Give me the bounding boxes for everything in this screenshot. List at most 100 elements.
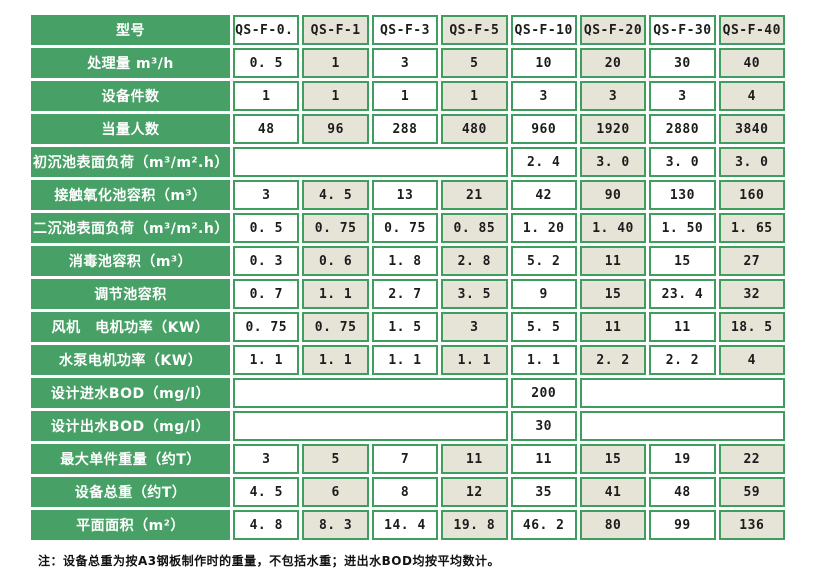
row-label: 平面面积（m²） [31, 510, 231, 540]
model-header-cell: QS-F-10 [510, 15, 577, 45]
row-label: 设备件数 [31, 81, 231, 111]
table-cell: 2. 4 [510, 147, 577, 177]
row-label: 二沉池表面负荷（m³/m².h） [31, 213, 231, 243]
table-cell: 5. 5 [510, 312, 577, 342]
table-cell: 0. 85 [441, 213, 508, 243]
table-cell: 0. 6 [302, 246, 369, 276]
table-cell: 0. 75 [302, 213, 369, 243]
row-label: 当量人数 [31, 114, 231, 144]
model-header-cell: QS-F-5 [441, 15, 508, 45]
table-cell: 1. 65 [718, 213, 785, 243]
table-cell: 480 [441, 114, 508, 144]
table-cell: 1. 1 [302, 345, 369, 375]
table-cell: 11 [649, 312, 716, 342]
table-row-design-inlet-bod: 设计进水BOD（mg/l） 200 [31, 378, 785, 408]
table-cell: 32 [718, 279, 785, 309]
table-cell: 90 [579, 180, 647, 210]
model-header-cell: QS-F-20 [579, 15, 647, 45]
table-row-fan-motor-power: 风机 电机功率（KW） 0. 75 0. 75 1. 5 3 5. 5 11 1… [31, 312, 785, 342]
model-header-cell: QS-F-1 [302, 15, 369, 45]
table-cell: 99 [649, 510, 716, 540]
model-header-cell: QS-F-0. 5 [233, 15, 300, 45]
row-label: 消毒池容积（m³） [31, 246, 231, 276]
row-label-model: 型号 [31, 15, 231, 45]
model-header-cell: QS-F-40 [718, 15, 785, 45]
table-row-unit-count: 设备件数 1 1 1 1 3 3 3 4 [31, 81, 785, 111]
table-row-total-weight: 设备总重（约T） 4. 5 6 8 12 35 41 48 59 [31, 477, 785, 507]
table-cell: 1920 [579, 114, 647, 144]
table-cell: 3 [649, 81, 716, 111]
table-row-disinfection-tank-volume: 消毒池容积（m³） 0. 3 0. 6 1. 8 2. 8 5. 2 11 15… [31, 246, 785, 276]
table-cell: 1. 1 [233, 345, 300, 375]
table-cell: 1. 8 [371, 246, 439, 276]
table-cell: 9 [510, 279, 577, 309]
table-cell: 5. 2 [510, 246, 577, 276]
table-row-secondary-settling-load: 二沉池表面负荷（m³/m².h） 0. 5 0. 75 0. 75 0. 85 … [31, 213, 785, 243]
row-label: 处理量 m³/h [31, 48, 231, 78]
table-row-oxidation-tank-volume: 接触氧化池容积（m³） 3 4. 5 13 21 42 90 130 160 [31, 180, 785, 210]
row-label: 初沉池表面负荷（m³/m².h） [31, 147, 231, 177]
table-cell: 1 [233, 81, 300, 111]
table-cell: 3. 0 [649, 147, 716, 177]
table-cell: 22 [718, 444, 785, 474]
table-cell: 0. 75 [371, 213, 439, 243]
table-cell: 27 [718, 246, 785, 276]
table-cell: 2880 [649, 114, 716, 144]
table-cell: 1. 40 [579, 213, 647, 243]
table-cell: 13 [371, 180, 439, 210]
table-cell: 288 [371, 114, 439, 144]
table-cell: 1. 1 [302, 279, 369, 309]
table-cell: 4 [718, 81, 785, 111]
table-cell: 200 [510, 378, 577, 408]
model-header-cell: QS-F-3 [371, 15, 439, 45]
table-cell: 1. 1 [441, 345, 508, 375]
table-cell: 3840 [718, 114, 785, 144]
table-cell: 15 [649, 246, 716, 276]
table-cell: 11 [441, 444, 508, 474]
table-cell: 960 [510, 114, 577, 144]
table-cell: 2. 7 [371, 279, 439, 309]
table-cell: 59 [718, 477, 785, 507]
table-cell: 0. 75 [233, 312, 300, 342]
table-cell: 96 [302, 114, 369, 144]
table-cell: 35 [510, 477, 577, 507]
empty-cell [233, 411, 508, 441]
table-cell: 42 [510, 180, 577, 210]
empty-cell [233, 378, 508, 408]
table-cell: 1. 5 [371, 312, 439, 342]
table-row-floor-area: 平面面积（m²） 4. 8 8. 3 14. 4 19. 8 46. 2 80 … [31, 510, 785, 540]
row-label: 水泵电机功率（KW） [31, 345, 231, 375]
table-cell: 11 [579, 246, 647, 276]
table-cell: 1 [441, 81, 508, 111]
table-cell: 5 [302, 444, 369, 474]
table-cell: 1. 1 [510, 345, 577, 375]
row-label: 设计进水BOD（mg/l） [31, 378, 231, 408]
table-cell: 3 [233, 180, 300, 210]
table-cell: 1. 1 [371, 345, 439, 375]
table-row-primary-settling-load: 初沉池表面负荷（m³/m².h） 2. 4 3. 0 3. 0 3. 0 [31, 147, 785, 177]
table-cell: 48 [649, 477, 716, 507]
table-cell: 3. 0 [718, 147, 785, 177]
table-cell: 6 [302, 477, 369, 507]
table-cell: 46. 2 [510, 510, 577, 540]
table-cell: 8. 3 [302, 510, 369, 540]
table-cell: 3 [371, 48, 439, 78]
table-cell: 15 [579, 279, 647, 309]
table-cell: 14. 4 [371, 510, 439, 540]
table-cell: 48 [233, 114, 300, 144]
table-cell: 0. 7 [233, 279, 300, 309]
table-cell: 15 [579, 444, 647, 474]
table-cell: 0. 5 [233, 48, 300, 78]
table-cell: 19. 8 [441, 510, 508, 540]
footnote: 注：设备总重为按A3钢板制作时的重量，不包括水重；进出水BOD均按平均数计。 [38, 554, 500, 568]
table-cell: 3. 0 [579, 147, 647, 177]
table-cell: 18. 5 [718, 312, 785, 342]
table-cell: 19 [649, 444, 716, 474]
table-row-population: 当量人数 48 96 288 480 960 1920 2880 3840 [31, 114, 785, 144]
table-cell: 3 [579, 81, 647, 111]
table-cell: 21 [441, 180, 508, 210]
table-row-design-outlet-bod: 设计出水BOD（mg/l） 30 [31, 411, 785, 441]
row-label: 设计出水BOD（mg/l） [31, 411, 231, 441]
table-cell: 7 [371, 444, 439, 474]
